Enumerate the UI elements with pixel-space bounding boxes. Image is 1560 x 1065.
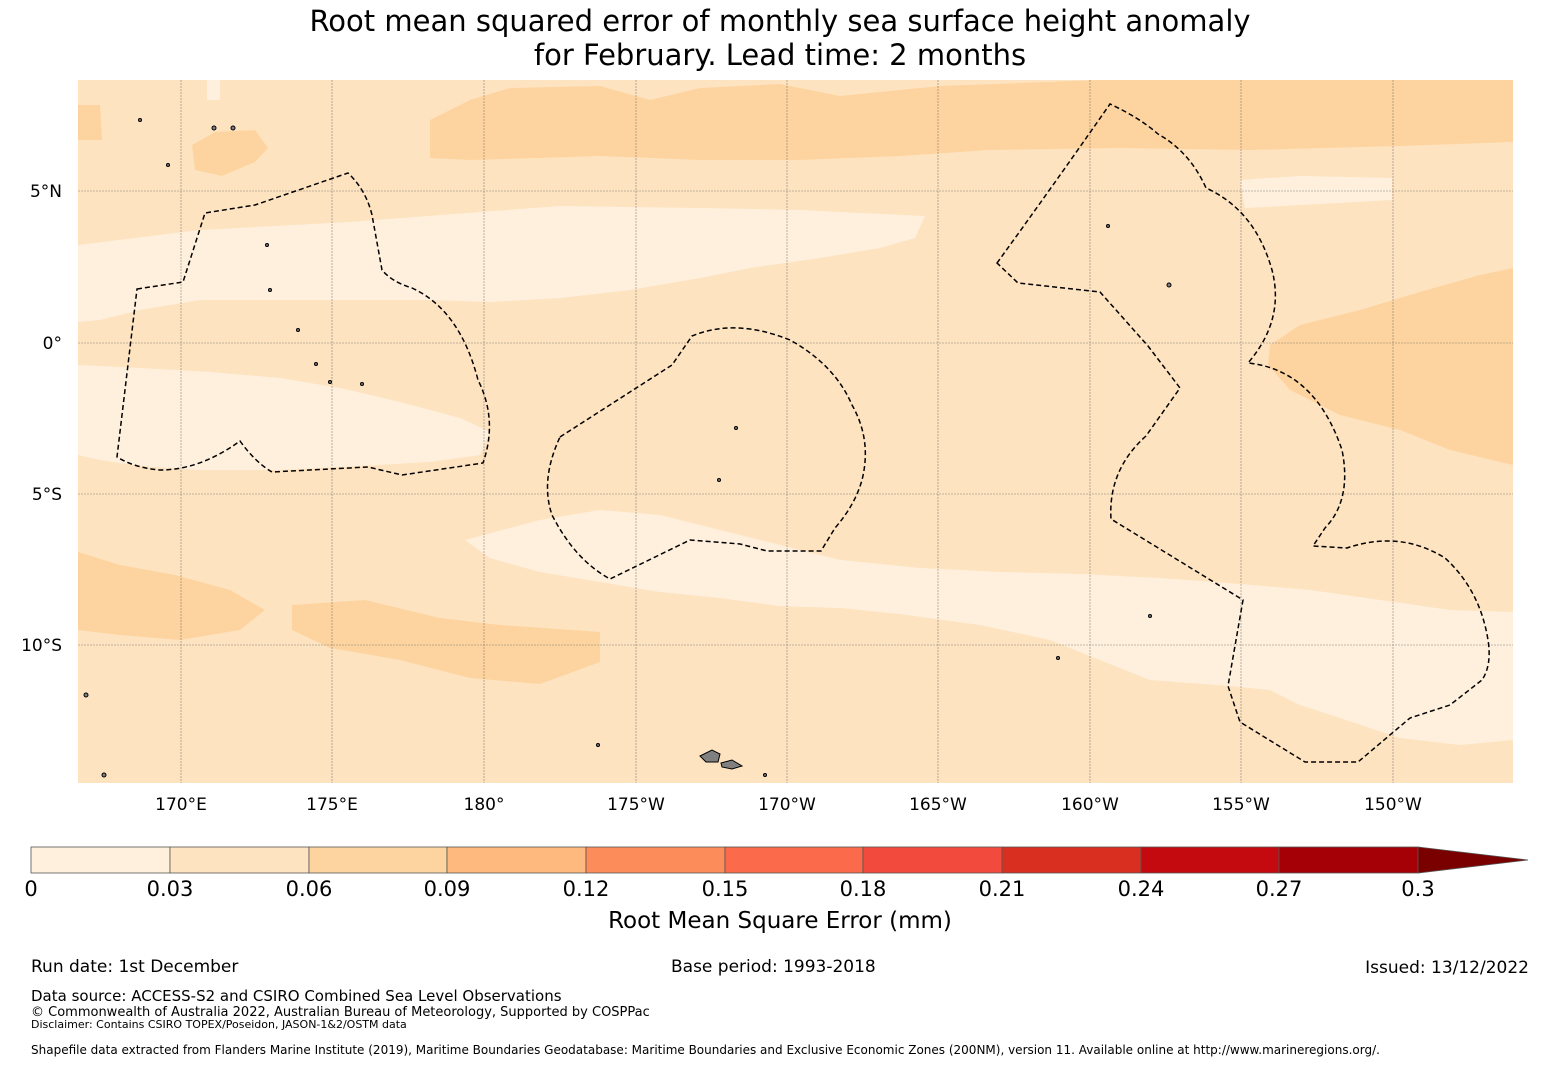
colorbar-tick-label: 0.27	[1256, 877, 1303, 901]
colorbar-tick-label: 0.09	[424, 877, 471, 901]
rmse-patch-top-west-low	[207, 80, 220, 100]
base-period: Base period: 1993-2018	[671, 957, 876, 977]
island-dot	[83, 692, 89, 698]
island-dot	[166, 163, 170, 167]
samoa-island-savaii	[720, 759, 744, 770]
colorbar-segment	[446, 846, 587, 874]
colorbar-segment	[585, 846, 726, 874]
rmse-patch-west-edge-high	[78, 105, 102, 140]
lat-label: 10°S	[21, 636, 62, 656]
island-dot	[360, 382, 364, 386]
lon-label: 175°W	[607, 795, 665, 815]
rmse-band-southern-diagonal-low	[465, 510, 1513, 745]
island-dot	[1106, 224, 1110, 228]
chart-title-line-1: Root mean squared error of monthly sea s…	[309, 4, 1251, 38]
colorbar-segment	[169, 846, 310, 874]
lat-label: 5°S	[32, 485, 62, 505]
rmse-band-north-equatorial-low	[78, 206, 925, 322]
colorbar	[30, 846, 1529, 874]
colorbar-title: Root Mean Square Error (mm)	[608, 908, 952, 934]
disclaimer: Disclaimer: Contains CSIRO TOPEX/Poseido…	[31, 1018, 407, 1031]
island-dot	[1148, 614, 1152, 618]
data-source: Data source: ACCESS-S2 and CSIRO Combine…	[31, 987, 562, 1005]
run-date: Run date: 1st December	[31, 957, 239, 977]
island-dot	[101, 772, 107, 778]
rmse-patch-southwest-high	[78, 552, 265, 640]
colorbar-tick-label: 0.21	[979, 877, 1026, 901]
map-panel[interactable]	[78, 80, 1513, 783]
colorbar-tick-label: 0.3	[1401, 877, 1434, 901]
lat-label: 5°N	[30, 182, 62, 202]
colorbar-tick-label: 0	[24, 877, 37, 901]
island-dot	[763, 773, 767, 777]
rmse-patch-east-equatorial-high	[1268, 268, 1513, 465]
island-dot	[138, 118, 142, 122]
lon-label: 170°E	[155, 795, 207, 815]
lon-label: 160°W	[1061, 795, 1119, 815]
colorbar-tick-label: 0.24	[1118, 877, 1165, 901]
colorbar-segment	[30, 846, 171, 874]
colorbar-segment	[308, 846, 448, 874]
island-dot	[596, 743, 600, 747]
island-dot	[1166, 282, 1172, 288]
lon-label: 165°W	[909, 795, 967, 815]
colorbar-extend-arrow	[1417, 846, 1529, 874]
island-dot	[211, 125, 217, 131]
lon-label: 175°E	[306, 795, 358, 815]
colorbar-tick-label: 0.06	[286, 877, 333, 901]
colorbar-tick-label: 0.15	[702, 877, 749, 901]
colorbar-tick-label: 0.18	[840, 877, 887, 901]
island-dot	[328, 380, 332, 384]
rmse-patch-northeast-low	[1240, 176, 1392, 208]
colorbar-segment	[1140, 846, 1280, 874]
rmse-patch-south-central-high	[292, 600, 600, 684]
eez-boundary-kiribati-gilbert	[116, 172, 491, 476]
colorbar-segment	[1001, 846, 1142, 874]
eez-boundary-line-islands	[996, 103, 1490, 763]
eez-boundary-phoenix-islands	[546, 327, 867, 580]
rmse-band-north-high	[430, 80, 1513, 160]
lon-label: 150°W	[1364, 795, 1422, 815]
shapefile-credit: Shapefile data extracted from Flanders M…	[31, 1043, 1380, 1057]
island-dot	[265, 243, 269, 247]
issued-date: Issued: 13/12/2022	[1365, 958, 1529, 978]
island-dot	[230, 125, 236, 131]
colorbar-segment	[724, 846, 864, 874]
colorbar-tick-label: 0.12	[563, 877, 610, 901]
island-dot	[314, 362, 318, 366]
island-dot	[717, 478, 721, 482]
island-dot	[1056, 656, 1060, 660]
island-dot	[268, 288, 272, 292]
lon-label: 170°W	[758, 795, 816, 815]
lat-label: 0°	[43, 334, 62, 354]
samoa-island-upolu	[699, 749, 721, 763]
island-dot	[734, 426, 738, 430]
chart-title-line-2: for February. Lead time: 2 months	[533, 38, 1027, 72]
lon-label: 180°	[464, 795, 505, 815]
colorbar-tick-label: 0.03	[147, 877, 194, 901]
island-dot	[296, 328, 300, 332]
colorbar-segment	[1278, 846, 1419, 874]
rmse-patch-northwest-high	[192, 130, 268, 176]
colorbar-segment	[862, 846, 1003, 874]
lon-label: 155°W	[1212, 795, 1270, 815]
copyright: © Commonwealth of Australia 2022, Austra…	[31, 1005, 650, 1020]
